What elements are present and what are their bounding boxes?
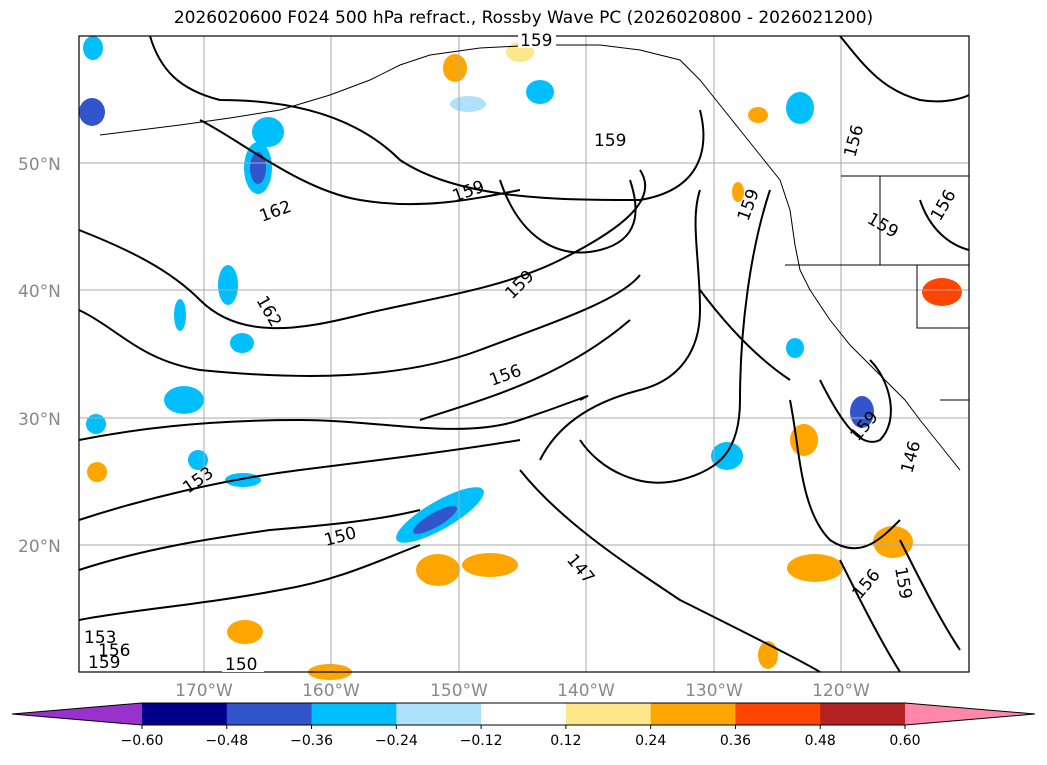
lat-label-20n: 20°N bbox=[18, 537, 61, 557]
contour-label: 156 bbox=[98, 641, 130, 661]
lon-label-120w: 120°W bbox=[812, 681, 870, 701]
colorbar-tick-label: −0.60 bbox=[121, 733, 164, 749]
colorbar-tick-label: 0.12 bbox=[550, 733, 581, 749]
colorbar: −0.60 −0.48 −0.36 −0.24 −0.12 0.12 0.24 0.36 0.4… bbox=[11, 702, 1036, 749]
lat-label-50n: 50°N bbox=[18, 155, 61, 175]
colorbar-tick-label: −0.48 bbox=[205, 733, 248, 749]
contour-label: 159 bbox=[88, 653, 120, 673]
contour-label: 153 bbox=[84, 628, 116, 648]
lon-label-140w: 140°W bbox=[557, 681, 615, 701]
contour-label: 150 bbox=[225, 655, 257, 675]
colorbar-tick-label: −0.36 bbox=[290, 733, 333, 749]
colorbar-segment bbox=[820, 703, 906, 725]
lat-label-40n: 40°N bbox=[18, 282, 61, 302]
contour-label: 159 bbox=[520, 31, 552, 51]
colorbar-segment bbox=[565, 703, 652, 725]
latitude-labels: 50°N 40°N 30°N 20°N bbox=[18, 155, 61, 557]
contour-lines bbox=[78, 35, 970, 673]
map-title: 2026020600 F024 500 hPa refract., Rossby… bbox=[173, 8, 874, 28]
colorbar-segment bbox=[481, 703, 567, 725]
lon-label-150w: 150°W bbox=[430, 681, 488, 701]
colorbar-extend-min bbox=[12, 703, 142, 725]
colorbar-segment bbox=[311, 703, 397, 725]
colorbar-tick-label: 0.24 bbox=[635, 733, 666, 749]
lon-label-160w: 160°W bbox=[302, 681, 360, 701]
colorbar-tick-label: 0.60 bbox=[889, 733, 920, 749]
colorbar-segment bbox=[396, 703, 482, 725]
anomaly-shading bbox=[79, 36, 962, 680]
colorbar-tick-label: −0.12 bbox=[460, 733, 503, 749]
colorbar-tick-label: −0.24 bbox=[375, 733, 418, 749]
colorbar-segment bbox=[735, 703, 821, 725]
colorbar-segment bbox=[142, 703, 228, 725]
longitude-labels: 170°W 160°W 150°W 140°W 130°W 120°W bbox=[175, 681, 870, 701]
gridlines bbox=[79, 36, 969, 672]
colorbar-segment bbox=[226, 703, 313, 725]
colorbar-segment bbox=[650, 703, 736, 725]
lat-label-30n: 30°N bbox=[18, 410, 61, 430]
lon-label-170w: 170°W bbox=[175, 681, 233, 701]
lon-label-130w: 130°W bbox=[685, 681, 743, 701]
colorbar-tick-label: 0.48 bbox=[805, 733, 836, 749]
contour-label: 159 bbox=[594, 131, 626, 151]
coastlines bbox=[99, 44, 969, 471]
colorbar-tick-label: 0.36 bbox=[720, 733, 751, 749]
colorbar-extend-max bbox=[905, 703, 1035, 725]
